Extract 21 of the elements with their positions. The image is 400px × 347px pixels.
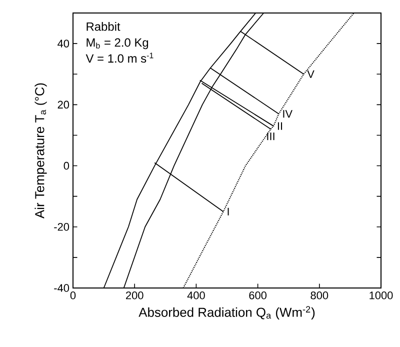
x-tick-label: 0 [70,292,76,300]
annotation: V = 1.0 m s$^{-1}$ [86,52,154,63]
y-tick-label: 20 [58,100,70,109]
series-label: V [307,70,314,78]
series-label: III [267,132,274,140]
y-tick-label: -40 [54,284,70,292]
x-tick-label: 800 [310,292,328,300]
x-axis-title: Absorbed Radiation Q$_{a}$ (Wm$^{-2}$) [138,306,315,320]
y-axis-title: Air Temperature T$_{a}$ (°C) [34,83,47,218]
annotation: M$_{b}$ = 2.0 Kg [86,38,148,50]
y-tick-label: -20 [54,223,70,231]
x-tick-label: 200 [126,292,144,300]
y-tick-label: 0 [64,162,70,170]
series-label: IV [283,110,292,118]
series-label: II [278,122,282,130]
x-tick-label: 1000 [370,292,393,300]
series-label: I [228,208,229,216]
y-tick-label: 40 [58,40,70,48]
x-tick-label: 400 [187,292,205,300]
annotation: Rabbit [86,22,120,31]
x-tick-label: 600 [249,292,266,300]
